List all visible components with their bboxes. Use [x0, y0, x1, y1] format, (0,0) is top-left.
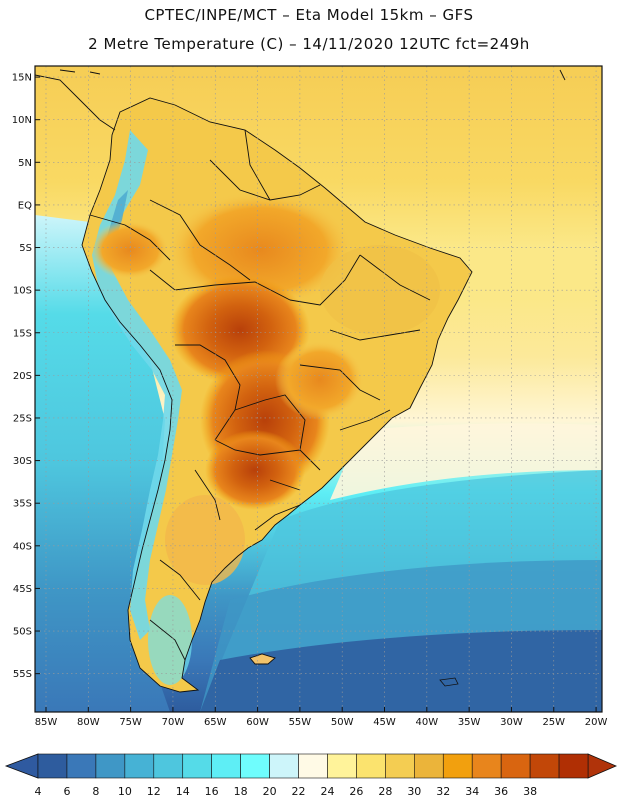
colorbar-swatch — [471, 753, 502, 779]
lon-label: 80W — [77, 717, 100, 728]
colorbar-label: 24 — [320, 785, 334, 798]
lat-label: 15S — [13, 328, 32, 339]
colorbar-label: 10 — [118, 785, 132, 798]
temperature-colorbar: 4 6 8 10 12 14 16 18 20 22 24 26 28 30 32 34 36 38 — [4, 753, 618, 798]
colorbar-label: 34 — [465, 785, 479, 798]
colorbar-swatch — [327, 753, 357, 779]
lat-label: 55S — [13, 669, 32, 680]
colorbar-swatch — [442, 753, 473, 779]
colorbar-label: 6 — [63, 785, 70, 798]
lat-label: 45S — [13, 584, 32, 595]
lat-label: 10N — [12, 115, 32, 126]
lon-label: 85W — [35, 717, 58, 728]
colorbar-swatch — [124, 753, 155, 779]
lat-label: 5S — [19, 243, 32, 254]
pale-warm-zone — [330, 423, 602, 500]
latitude-labels: 15N 10N 5N EQ 5S 10S 15S 20S 25S 30S 35S 40S 45S 50S 5… — [12, 73, 40, 680]
colorbar-swatch — [95, 753, 126, 779]
lon-label: 40W — [416, 717, 439, 728]
colorbar-swatch — [240, 753, 270, 779]
country-borders — [81, 97, 473, 693]
colorbar-label: 30 — [407, 785, 421, 798]
map-title-line-1: CPTEC/INPE/MCT – Eta Model 15km – GFS — [144, 6, 474, 24]
colorbar-swatch — [529, 753, 560, 779]
lat-lon-grid — [35, 66, 602, 712]
lat-label: 50S — [13, 627, 32, 638]
colorbar-swatch — [414, 753, 444, 779]
andes-highlands — [92, 130, 182, 640]
lon-label: 60W — [246, 717, 269, 728]
colorbar-label: 4 — [35, 785, 42, 798]
lon-label: 20W — [585, 717, 608, 728]
lon-label: 25W — [542, 717, 565, 728]
colorbar-label: 26 — [349, 785, 363, 798]
colorbar-label: 38 — [523, 785, 537, 798]
lat-label: 40S — [13, 541, 32, 552]
colorbar-label: 36 — [494, 785, 508, 798]
lon-label: 50W — [331, 717, 354, 728]
colorbar-swatch — [66, 753, 97, 779]
lat-label: 15N — [12, 73, 32, 84]
colorbar-label: 8 — [92, 785, 99, 798]
lon-label: 65W — [204, 717, 227, 728]
lon-label: 30W — [500, 717, 523, 728]
longitude-labels: 85W 80W 75W 70W 65W 60W 55W 50W 45W 40W 35W 30W 25W 2… — [35, 707, 608, 728]
lon-label: 35W — [458, 717, 481, 728]
colorbar-swatch — [298, 753, 328, 779]
lat-label: 30S — [13, 456, 32, 467]
colorbar-label: 20 — [263, 785, 277, 798]
map-frame — [34, 65, 603, 713]
lat-label: 35S — [13, 499, 32, 510]
lat-label: 5N — [18, 158, 32, 169]
colorbar-swatch — [558, 753, 589, 779]
map-area — [35, 66, 602, 712]
lat-label: 25S — [13, 413, 32, 424]
colorbar-swatch — [37, 753, 68, 779]
colorbar-label: 16 — [205, 785, 219, 798]
map-title-line-2: 2 Metre Temperature (C) – 14/11/2020 12U… — [88, 35, 530, 53]
colorbar-swatch — [211, 753, 241, 779]
colorbar-label: 14 — [176, 785, 190, 798]
lon-label: 70W — [162, 717, 185, 728]
lon-label: 75W — [119, 717, 142, 728]
falkland-islands — [249, 653, 276, 665]
lat-label: EQ — [18, 200, 32, 211]
lon-label: 45W — [373, 717, 396, 728]
colorbar-label: 12 — [147, 785, 161, 798]
colorbar-swatch — [269, 753, 299, 779]
lon-label: 55W — [289, 717, 312, 728]
colorbar-swatch — [356, 753, 386, 779]
colorbar-swatch — [182, 753, 212, 779]
colorbar-swatch — [500, 753, 531, 779]
colorbar-label: 28 — [378, 785, 392, 798]
colorbar-low-arrow — [4, 753, 39, 779]
lat-label: 20S — [13, 371, 32, 382]
lat-label: 10S — [13, 286, 32, 297]
south-atlantic-coldest-band — [200, 630, 602, 712]
colorbar-swatch — [153, 753, 184, 779]
colorbar-label: 22 — [292, 785, 306, 798]
colorbar-label: 18 — [234, 785, 248, 798]
colorbar-high-arrow — [587, 753, 618, 779]
colorbar-label: 32 — [436, 785, 450, 798]
colorbar-swatch — [385, 753, 415, 779]
